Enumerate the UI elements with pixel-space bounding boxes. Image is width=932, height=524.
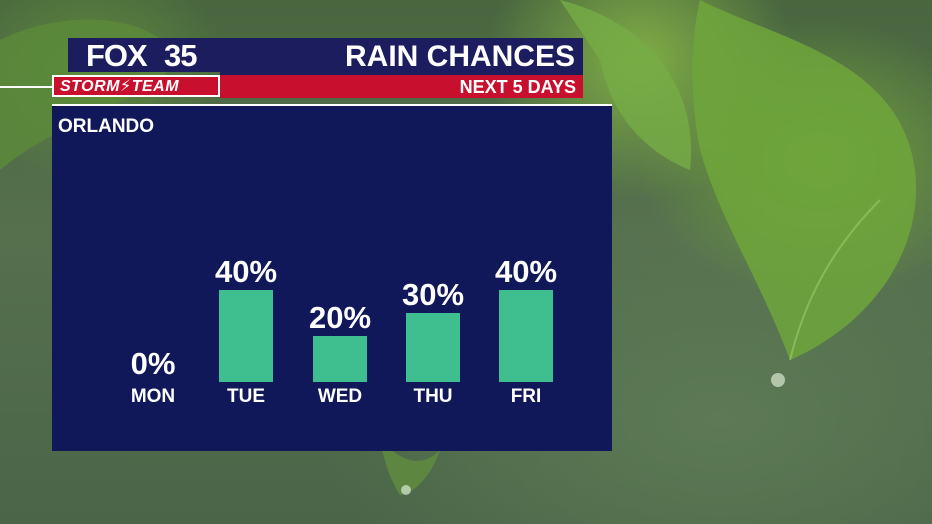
day-label-thu: THU: [413, 386, 452, 407]
page-subtitle: NEXT 5 DAYS: [459, 77, 576, 97]
logo-fox-text: FOX: [86, 38, 148, 73]
day-label-mon: MON: [131, 386, 175, 407]
value-label-thu: 30%: [402, 277, 464, 312]
logo-fox-box: FOX 35: [68, 38, 220, 73]
value-label-wed: 20%: [309, 300, 371, 335]
header-rule-left: [0, 86, 52, 88]
fox35-storm-team-logo: FOX 35 STORM⚡TEAM: [52, 38, 220, 98]
day-label-fri: FRI: [511, 386, 542, 407]
logo-channel-number: 35: [164, 38, 197, 73]
day-label-wed: WED: [318, 386, 362, 407]
logo-storm-team-box: STORM⚡TEAM: [52, 75, 220, 97]
location-label: ORLANDO: [58, 116, 155, 137]
bar-fri: [499, 290, 553, 382]
rain-chance-panel: ORLANDO 0% MON 40% TUE 20% WED 30% THU 40% FRI: [52, 104, 612, 451]
bar-wed: [313, 336, 367, 382]
value-label-tue: 40%: [215, 254, 277, 289]
subtitle-bar: NEXT 5 DAYS: [220, 75, 583, 98]
page-title: RAIN CHANCES: [344, 40, 575, 73]
bar-tue: [219, 290, 273, 382]
bar-thu: [406, 313, 460, 382]
rain-chance-bar-chart: 0% MON 40% TUE 20% WED 30% THU 40% FRI: [131, 254, 557, 407]
value-label-mon: 0%: [131, 346, 176, 381]
value-label-fri: 40%: [495, 254, 557, 289]
title-bar: RAIN CHANCES: [220, 38, 583, 75]
day-label-tue: TUE: [227, 386, 265, 407]
logo-storm-team-text: STORM⚡TEAM: [60, 78, 180, 95]
